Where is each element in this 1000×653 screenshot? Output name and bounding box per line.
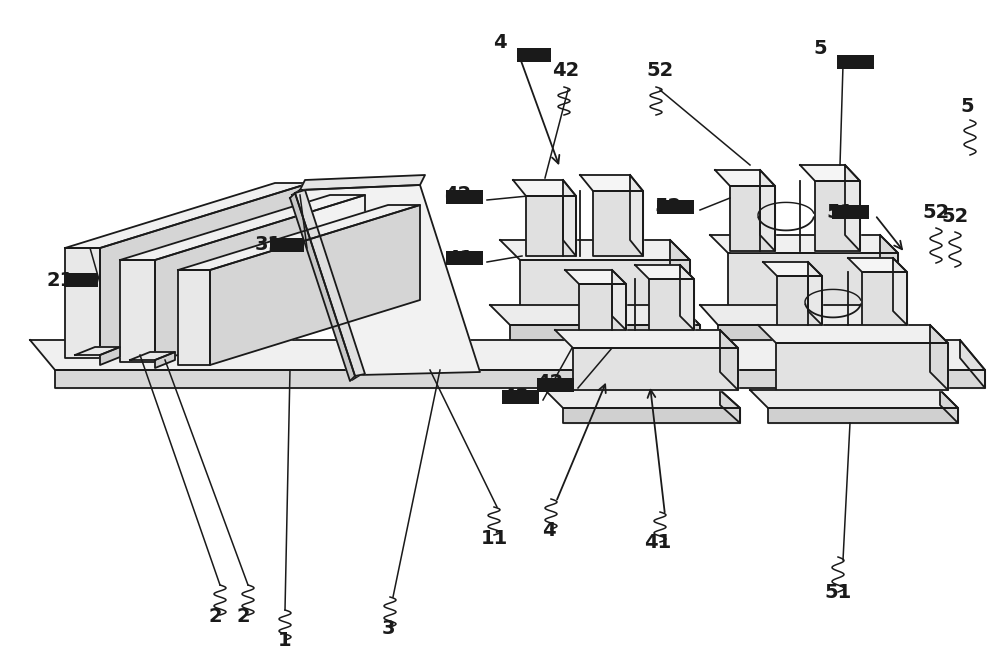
Polygon shape [862, 272, 907, 325]
Text: 3: 3 [381, 618, 395, 637]
Polygon shape [880, 235, 898, 305]
Polygon shape [750, 390, 958, 408]
Text: 41: 41 [446, 249, 474, 268]
Polygon shape [155, 195, 365, 362]
Polygon shape [178, 270, 210, 365]
Polygon shape [100, 183, 310, 358]
Polygon shape [718, 325, 908, 340]
Text: 4: 4 [542, 520, 556, 539]
Polygon shape [720, 390, 740, 423]
Polygon shape [513, 180, 576, 196]
Text: 5: 5 [960, 97, 974, 116]
Polygon shape [580, 175, 643, 191]
Polygon shape [720, 330, 738, 390]
Polygon shape [155, 352, 175, 368]
Polygon shape [65, 183, 310, 248]
Polygon shape [763, 262, 822, 276]
Polygon shape [573, 348, 738, 390]
Polygon shape [565, 270, 626, 284]
Text: 41: 41 [644, 534, 672, 552]
Polygon shape [563, 180, 576, 256]
Text: 52: 52 [922, 202, 950, 221]
Text: 11: 11 [480, 528, 508, 547]
Polygon shape [75, 347, 120, 355]
Polygon shape [593, 191, 643, 256]
Polygon shape [635, 265, 694, 279]
Text: 31: 31 [254, 236, 282, 255]
Text: 51: 51 [824, 582, 852, 601]
Polygon shape [178, 205, 420, 270]
Polygon shape [210, 205, 420, 365]
Polygon shape [815, 181, 860, 251]
Polygon shape [300, 185, 480, 375]
Polygon shape [776, 343, 948, 390]
Polygon shape [715, 170, 775, 186]
Polygon shape [490, 305, 700, 325]
Polygon shape [760, 170, 775, 251]
Polygon shape [710, 235, 898, 253]
Text: 4: 4 [493, 33, 507, 52]
Polygon shape [777, 276, 822, 325]
Polygon shape [30, 340, 985, 370]
Text: 42: 42 [536, 374, 564, 392]
Text: 52: 52 [941, 206, 969, 225]
Polygon shape [768, 408, 958, 423]
Polygon shape [893, 258, 907, 325]
Polygon shape [500, 240, 690, 260]
Text: 21: 21 [46, 270, 74, 289]
Polygon shape [630, 175, 643, 256]
Polygon shape [808, 262, 822, 325]
Polygon shape [680, 265, 694, 330]
Text: 2: 2 [208, 607, 222, 626]
Polygon shape [940, 390, 958, 423]
Polygon shape [130, 352, 175, 360]
Text: 2: 2 [236, 607, 250, 626]
Polygon shape [930, 325, 948, 390]
Polygon shape [292, 190, 360, 380]
Polygon shape [563, 408, 740, 423]
Text: 52: 52 [654, 197, 682, 217]
Polygon shape [730, 186, 775, 251]
Polygon shape [728, 253, 898, 305]
Text: 52: 52 [646, 61, 674, 80]
Polygon shape [520, 260, 690, 305]
Text: 51: 51 [826, 202, 854, 221]
Polygon shape [555, 330, 738, 348]
Polygon shape [300, 175, 425, 190]
Polygon shape [120, 260, 155, 362]
Polygon shape [55, 370, 985, 388]
Polygon shape [65, 248, 100, 358]
Polygon shape [960, 340, 985, 388]
Polygon shape [649, 279, 694, 330]
Text: 42: 42 [552, 61, 580, 80]
Polygon shape [848, 258, 907, 272]
Polygon shape [890, 305, 908, 340]
Text: 42: 42 [502, 387, 530, 407]
Polygon shape [100, 347, 120, 365]
Polygon shape [120, 195, 365, 260]
Text: 5: 5 [813, 39, 827, 57]
Polygon shape [700, 305, 908, 325]
Polygon shape [579, 284, 626, 330]
Polygon shape [526, 196, 576, 256]
Polygon shape [510, 325, 700, 340]
Polygon shape [612, 270, 626, 330]
Polygon shape [800, 165, 860, 181]
Polygon shape [680, 305, 700, 340]
Polygon shape [845, 165, 860, 251]
Polygon shape [545, 390, 740, 408]
Polygon shape [290, 193, 355, 381]
Text: 1: 1 [278, 631, 292, 650]
Text: 42: 42 [444, 185, 472, 204]
Polygon shape [295, 190, 365, 376]
Polygon shape [670, 240, 690, 305]
Polygon shape [758, 325, 948, 343]
